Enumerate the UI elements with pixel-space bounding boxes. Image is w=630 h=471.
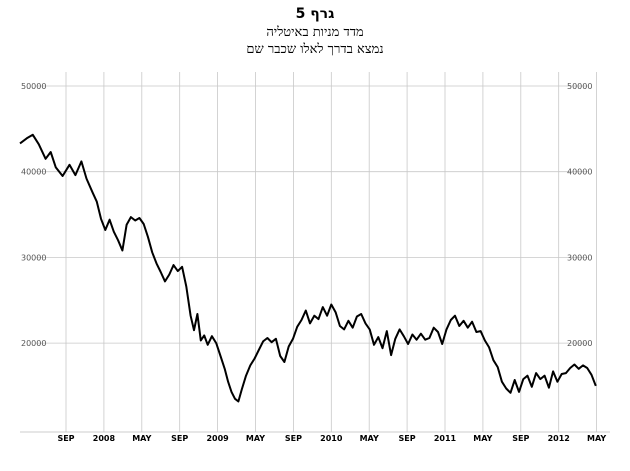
x-tick-label: MAY xyxy=(473,434,492,443)
x-tick-label: MAY xyxy=(246,434,265,443)
chart-title: גרף 5 xyxy=(295,6,335,22)
chart-subtitle-2: נמצא בדרך לאלו שכבר שם xyxy=(246,42,384,57)
x-tick-label: 2010 xyxy=(320,434,343,443)
x-tick-label: 2008 xyxy=(93,434,116,443)
x-tick-label: 2012 xyxy=(548,434,570,443)
vertical-gridlines xyxy=(65,72,597,432)
horizontal-gridlines xyxy=(36,85,588,344)
x-tick-label: SEP xyxy=(512,434,529,443)
y-tick-label-right: 20000 xyxy=(567,339,592,348)
y-axis-left-ticks: 20000 30000 40000 50000 xyxy=(21,82,46,348)
x-tick-label: MAY xyxy=(132,434,151,443)
y-tick-label-left: 40000 xyxy=(21,168,46,177)
x-tick-label: SEP xyxy=(171,434,188,443)
y-tick-label-right: 40000 xyxy=(567,168,592,177)
y-tick-label-left: 20000 xyxy=(21,339,46,348)
y-axis-right-ticks: 20000 30000 40000 50000 xyxy=(567,82,592,348)
x-tick-label: SEP xyxy=(399,434,416,443)
x-tick-label: SEP xyxy=(285,434,302,443)
y-tick-label-right: 30000 xyxy=(567,253,592,262)
x-tick-label: SEP xyxy=(57,434,74,443)
x-tick-label: 2011 xyxy=(434,434,457,443)
series-line-italy-index xyxy=(19,133,597,403)
y-tick-label-left: 30000 xyxy=(21,253,46,262)
chart-subtitle-1: מדד מניות באיטליה xyxy=(266,25,364,40)
x-tick-label: 2009 xyxy=(206,434,229,443)
x-tick-label: MAY xyxy=(360,434,379,443)
y-tick-label-left: 50000 xyxy=(21,82,46,91)
x-tick-label: MAY xyxy=(587,434,606,443)
y-tick-label-right: 50000 xyxy=(567,82,592,91)
x-axis-ticks: SEP 2008 MAY SEP 2009 MAY SEP 2010 MAY SEP 2011 MAY… xyxy=(57,434,606,443)
